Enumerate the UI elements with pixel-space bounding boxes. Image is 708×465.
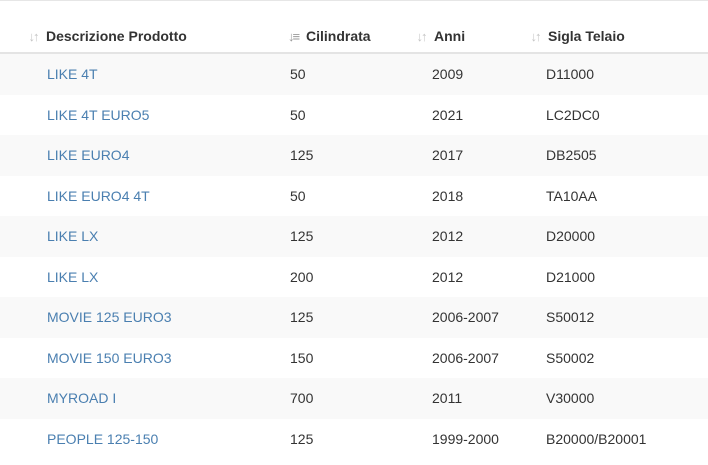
table-row: MYROAD I 700 2011 V30000 <box>0 378 708 419</box>
table-row: PEOPLE 125-150 125 1999-2000 B20000/B200… <box>0 418 708 459</box>
cell-frame: TA10AA <box>546 175 708 216</box>
table-header-row: ↓↑ Descrizione Prodotto ↓≡ Cilindrata ↓↑… <box>0 20 708 54</box>
cell-frame: D21000 <box>546 256 708 297</box>
sort-icon[interactable]: ↓↑ <box>530 28 542 44</box>
product-link[interactable]: LIKE LX <box>47 268 99 285</box>
column-header-label: Anni <box>434 28 466 44</box>
cell-cc: 125 <box>290 216 432 257</box>
table-row: MOVIE 125 EURO3 125 2006-2007 S50012 <box>0 297 708 338</box>
cell-years: 2009 <box>432 53 546 95</box>
product-link[interactable]: MYROAD I <box>47 390 117 407</box>
cell-frame: LC2DC0 <box>546 94 708 135</box>
cell-frame: V30000 <box>546 378 708 419</box>
table-row: MOVIE 150 EURO3 150 2006-2007 S50002 <box>0 337 708 378</box>
cell-product: MOVIE 125 EURO3 <box>0 297 290 338</box>
cell-years: 2018 <box>432 175 546 216</box>
column-header-cc[interactable]: ↓≡ Cilindrata <box>288 20 432 54</box>
cell-years: 2011 <box>432 378 546 419</box>
cell-frame: S50002 <box>546 337 708 378</box>
product-link[interactable]: MOVIE 150 EURO3 <box>47 349 172 366</box>
cell-frame: S50012 <box>546 297 708 338</box>
cell-product: LIKE EURO4 <box>0 135 290 176</box>
product-link[interactable]: LIKE EURO4 <box>47 147 130 164</box>
cell-product: PEOPLE 125-150 <box>0 418 290 459</box>
product-link[interactable]: LIKE 4T <box>47 66 98 83</box>
cell-cc: 200 <box>290 256 432 297</box>
cell-cc: 150 <box>290 337 432 378</box>
column-header-frame[interactable]: ↓↑ Sigla Telaio <box>531 20 708 54</box>
column-header-label: Descrizione Prodotto <box>46 28 187 44</box>
column-header-product[interactable]: ↓↑ Descrizione Prodotto <box>0 20 290 54</box>
cell-frame: DB2505 <box>546 135 708 176</box>
cell-frame: B20000/B20001 <box>546 418 708 459</box>
products-table: ↓↑ Descrizione Prodotto ↓≡ Cilindrata ↓↑… <box>0 20 708 459</box>
cell-cc: 50 <box>290 175 432 216</box>
cell-years: 2021 <box>432 94 546 135</box>
cell-cc: 700 <box>290 378 432 419</box>
cell-years: 2017 <box>432 135 546 176</box>
cell-cc: 125 <box>290 297 432 338</box>
cell-product: MOVIE 150 EURO3 <box>0 337 290 378</box>
cell-frame: D11000 <box>546 53 708 95</box>
table-row: LIKE 4T EURO5 50 2021 LC2DC0 <box>0 94 708 135</box>
column-header-years[interactable]: ↓↑ Anni <box>417 20 546 54</box>
cell-product: LIKE 4T <box>0 53 290 95</box>
product-link[interactable]: LIKE 4T EURO5 <box>47 106 150 123</box>
sort-icon[interactable]: ↓↑ <box>416 28 428 44</box>
cell-years: 2006-2007 <box>432 297 546 338</box>
table-row: LIKE EURO4 125 2017 DB2505 <box>0 135 708 176</box>
column-header-label: Cilindrata <box>306 28 371 44</box>
cell-product: LIKE 4T EURO5 <box>0 94 290 135</box>
sort-descending-icon[interactable]: ↓≡ <box>287 28 300 44</box>
table-row: LIKE 4T 50 2009 D11000 <box>0 53 708 95</box>
cell-years: 2012 <box>432 216 546 257</box>
cell-years: 1999-2000 <box>432 418 546 459</box>
sort-icon[interactable]: ↓↑ <box>28 28 40 44</box>
cell-product: LIKE LX <box>0 216 290 257</box>
cell-cc: 125 <box>290 135 432 176</box>
product-link[interactable]: MOVIE 125 EURO3 <box>47 309 172 326</box>
table-row: LIKE LX 200 2012 D21000 <box>0 256 708 297</box>
column-header-label: Sigla Telaio <box>548 28 625 44</box>
table-row: LIKE EURO4 4T 50 2018 TA10AA <box>0 175 708 216</box>
product-link[interactable]: LIKE EURO4 4T <box>47 187 150 204</box>
cell-years: 2006-2007 <box>432 337 546 378</box>
table-row: LIKE LX 125 2012 D20000 <box>0 216 708 257</box>
cell-cc: 50 <box>290 53 432 95</box>
cell-frame: D20000 <box>546 216 708 257</box>
product-link[interactable]: PEOPLE 125-150 <box>47 430 159 447</box>
cell-product: LIKE LX <box>0 256 290 297</box>
cell-product: MYROAD I <box>0 378 290 419</box>
cell-years: 2012 <box>432 256 546 297</box>
product-link[interactable]: LIKE LX <box>47 228 99 245</box>
cell-product: LIKE EURO4 4T <box>0 175 290 216</box>
cell-cc: 50 <box>290 94 432 135</box>
cell-cc: 125 <box>290 418 432 459</box>
top-divider <box>0 0 708 3</box>
